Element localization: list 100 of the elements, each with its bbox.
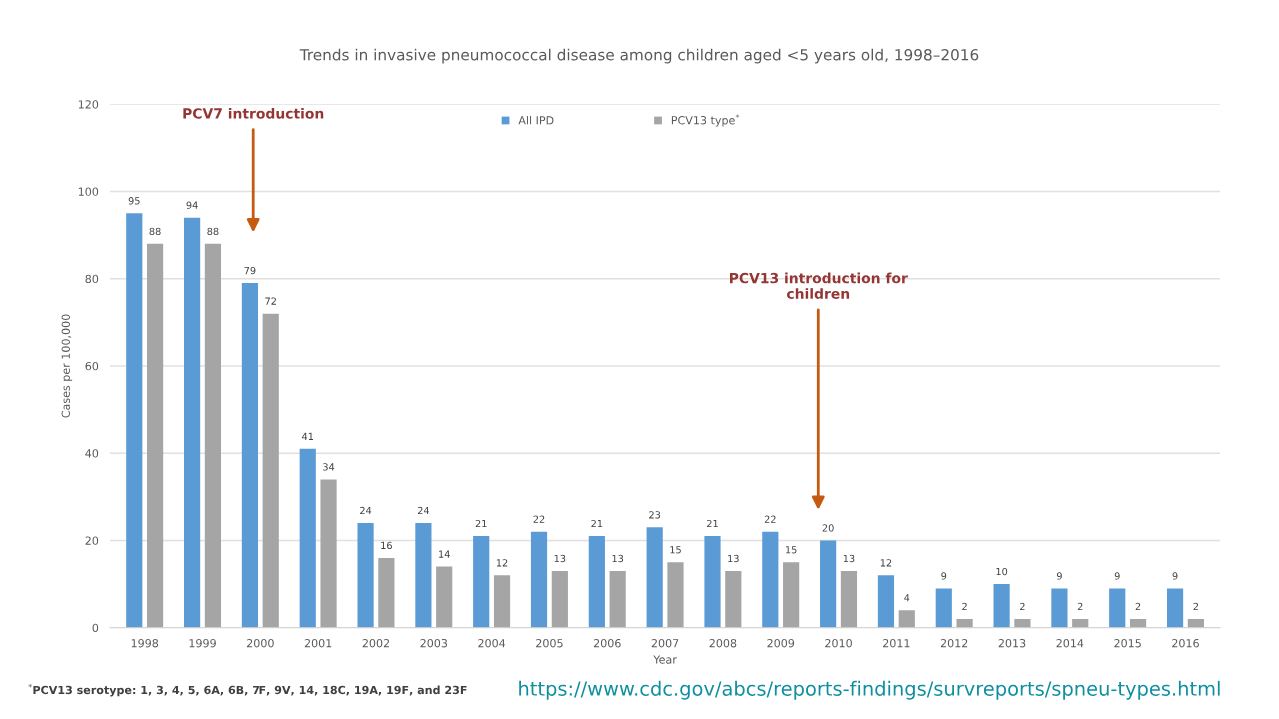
x-tick-label: 2007 <box>651 638 679 648</box>
data-label: 23 <box>649 511 661 519</box>
data-label: 4 <box>904 594 910 602</box>
data-label: 2 <box>962 602 967 610</box>
data-label: 14 <box>439 550 450 558</box>
data-label: 24 <box>360 506 372 515</box>
y-tick-label: 80 <box>85 274 99 284</box>
data-label: 9 <box>1114 572 1120 580</box>
data-label: 41 <box>302 432 314 440</box>
data-label: 24 <box>417 506 430 515</box>
bar <box>1072 618 1089 628</box>
annotation: PCV7 introduction <box>183 107 324 119</box>
text: $^{*}$PCV13 serotype: 1, 3, 4, 5, 6A, 6B, 7F, 9V, 14, 18C, 19A, 19F, and 23F <box>28 683 467 697</box>
bar <box>320 479 337 628</box>
y-axis-title: Cases per 100,000 <box>61 314 73 418</box>
bar <box>378 557 395 628</box>
bar <box>898 610 915 628</box>
x-tick-label: 1998 <box>131 638 159 648</box>
data-label: 12 <box>880 559 892 567</box>
data-label: 2 <box>1135 602 1141 610</box>
data-label: 95 <box>128 197 140 205</box>
bar <box>1187 618 1204 628</box>
data-label: 2 <box>1020 602 1025 610</box>
data-label: 21 <box>591 519 603 528</box>
y-tick-label: 60 <box>85 361 99 371</box>
x-axis-title: Year <box>653 655 677 664</box>
x-tick-label: 2016 <box>1172 638 1199 648</box>
bar <box>204 243 222 628</box>
y-tick-label: 120 <box>78 100 99 109</box>
data-label: 34 <box>323 463 335 471</box>
bar <box>473 536 490 628</box>
bar <box>704 536 721 628</box>
bar <box>299 448 316 628</box>
y-tick-label: 0 <box>92 623 99 633</box>
x-tick-label: 2008 <box>709 638 737 648</box>
x-tick-label: 2015 <box>1114 638 1141 648</box>
chart-title: Trends in invasive pneumococcal disease among children aged <5 years old, 1998–2016 <box>299 48 979 64</box>
bar <box>493 575 511 628</box>
x-tick-label: 2014 <box>1056 638 1084 648</box>
data-label: 21 <box>707 519 718 528</box>
bar <box>1051 588 1068 628</box>
x-tick-label: 2000 <box>247 638 274 648</box>
x-tick-label: 2012 <box>940 638 968 648</box>
data-label: 13 <box>728 554 739 563</box>
data-label: 2 <box>1193 602 1198 610</box>
bar <box>262 313 279 628</box>
bar <box>667 562 684 628</box>
bar <box>1166 588 1184 628</box>
bar <box>415 523 432 628</box>
bar <box>1014 618 1031 628</box>
data-label: 13 <box>554 554 566 563</box>
bar <box>956 618 973 628</box>
bar <box>1109 588 1126 628</box>
bar <box>877 575 895 628</box>
x-tick-label: 1999 <box>189 638 216 648</box>
data-label: 10 <box>996 567 1008 576</box>
data-label: 22 <box>764 515 776 523</box>
bar <box>357 523 374 628</box>
bar <box>436 566 453 628</box>
y-tick-label: 40 <box>85 449 99 458</box>
legend-label: PCV13 type$^{*}$ <box>671 114 740 127</box>
data-label: 9 <box>941 572 947 580</box>
annotation: PCV13 introduction for children <box>730 272 908 299</box>
bar <box>241 283 259 628</box>
x-tick-label: 2001 <box>304 638 332 648</box>
data-label: 2 <box>1077 602 1083 610</box>
data-label: 72 <box>265 297 276 305</box>
x-tick-label: 2013 <box>998 638 1026 648</box>
bar <box>840 570 858 628</box>
x-tick-label: 2009 <box>767 638 795 648</box>
bar <box>1129 618 1147 628</box>
x-tick-label: 2005 <box>536 638 563 648</box>
data-label: 20 <box>822 524 834 532</box>
bar <box>609 570 626 628</box>
x-tick-label: 2003 <box>420 638 448 648</box>
bar <box>646 527 663 628</box>
data-label: 16 <box>381 541 392 550</box>
data-label: 15 <box>670 546 681 554</box>
x-tick-label: 2011 <box>883 638 910 648</box>
bar <box>126 213 143 628</box>
bar <box>820 540 837 628</box>
bar <box>725 570 742 628</box>
data-label: 9 <box>1172 572 1178 580</box>
bar <box>551 570 568 628</box>
x-tick-label: 2004 <box>478 638 506 648</box>
bar <box>762 531 779 628</box>
y-tick-label: 100 <box>78 187 99 196</box>
bar <box>783 562 800 628</box>
bar <box>588 536 605 628</box>
x-tick-label: 2010 <box>825 638 852 648</box>
y-tick-label: 20 <box>85 536 99 545</box>
data-label: 88 <box>207 227 219 236</box>
data-label: 13 <box>612 554 624 563</box>
text: https://www.cdc.gov/abcs/reports-findings/survreports/spneu-types.html <box>519 680 1220 700</box>
data-label: 94 <box>186 201 198 209</box>
bar <box>530 531 548 628</box>
data-label: 79 <box>244 266 256 275</box>
data-label: 12 <box>496 559 508 567</box>
bar <box>147 243 164 628</box>
bar <box>993 584 1010 628</box>
